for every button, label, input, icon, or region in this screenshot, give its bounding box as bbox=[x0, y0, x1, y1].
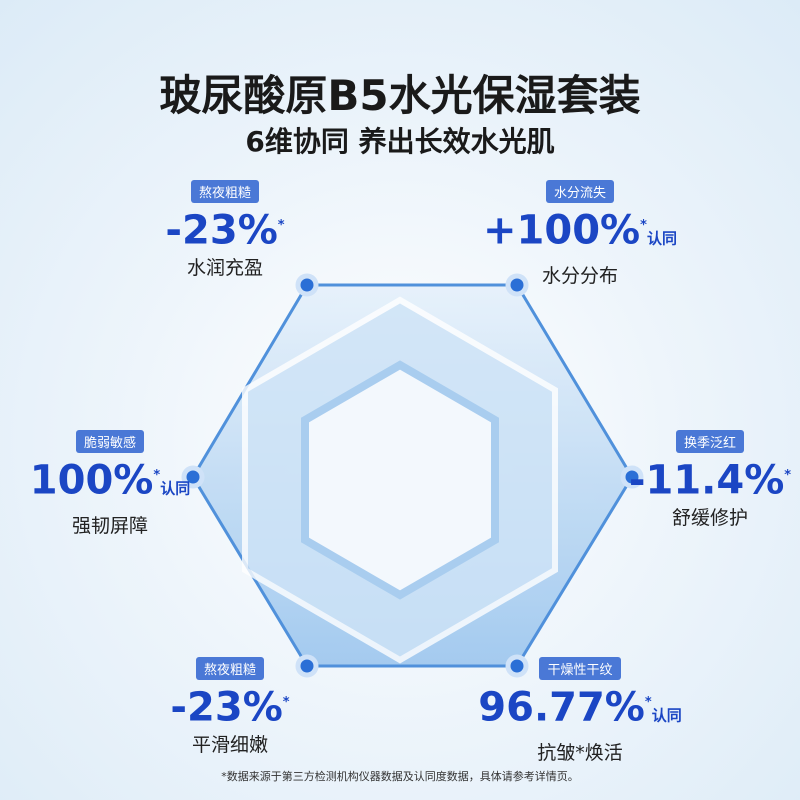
tag: 水分流失 bbox=[545, 180, 614, 203]
asterisk: * bbox=[784, 468, 792, 483]
value: -11.4% bbox=[628, 457, 785, 504]
footnote: *数据来源于第三方检测机构仪器数据及认同度数据，具体请参考详情页。 bbox=[221, 770, 579, 783]
suffix: 认同 bbox=[651, 706, 682, 725]
asterisk: * bbox=[644, 695, 652, 710]
claim-value-row: 96.77%*认同 bbox=[450, 680, 710, 738]
asterisk: * bbox=[640, 218, 647, 233]
claim: 干燥性干纹 96.77%*认同抗皱*焕活 bbox=[450, 657, 710, 765]
value: 96.77% bbox=[478, 684, 645, 731]
tag: 换季泛红 bbox=[675, 430, 744, 453]
description: 抗皱*焕活 bbox=[537, 742, 623, 765]
claim: 水分流失 +100%*认同水分分布 bbox=[450, 180, 710, 288]
tag: 干燥性干纹 bbox=[539, 657, 621, 680]
claim-value-row: -23%* bbox=[95, 203, 355, 253]
tag: 熬夜粗糙 bbox=[195, 657, 264, 680]
description: 舒缓修护 bbox=[671, 507, 748, 530]
value: 100% bbox=[29, 457, 154, 504]
description: 强韧屏障 bbox=[71, 515, 148, 538]
tag: 熬夜粗糙 bbox=[190, 180, 259, 203]
description: 平滑细嫩 bbox=[191, 734, 268, 757]
value: -23% bbox=[170, 684, 283, 731]
claim: 换季泛红 -11.4%* 舒缓修护 bbox=[580, 430, 800, 530]
subtitle: 6维协同 养出长效水光肌 bbox=[245, 125, 555, 158]
description: 水分分布 bbox=[541, 265, 618, 288]
claim-value-row: -23%* bbox=[100, 680, 360, 730]
claim: 脆弱敏感 100%*认同 强韧屏障 bbox=[0, 430, 240, 538]
value: -23% bbox=[165, 207, 278, 254]
suffix: 认同 bbox=[160, 479, 191, 498]
asterisk: * bbox=[153, 468, 161, 483]
asterisk: * bbox=[277, 218, 285, 233]
claim-value-row: +100%*认同 bbox=[450, 203, 710, 261]
tag: 脆弱敏感 bbox=[75, 430, 144, 453]
description: 水润充盈 bbox=[186, 257, 263, 280]
claim: 熬夜粗糙 -23%* 平滑细嫩 bbox=[100, 657, 360, 757]
claim-value-row: -11.4%* bbox=[580, 453, 800, 503]
suffix: 认同 bbox=[646, 229, 677, 248]
claim-value-row: 100%*认同 bbox=[0, 453, 240, 511]
value: +100% bbox=[483, 207, 641, 254]
title: 玻尿酸原B5水光保湿套装 bbox=[159, 71, 641, 120]
asterisk: * bbox=[282, 695, 290, 710]
claim: 熬夜粗糙 -23%* 水润充盈 bbox=[95, 180, 355, 280]
